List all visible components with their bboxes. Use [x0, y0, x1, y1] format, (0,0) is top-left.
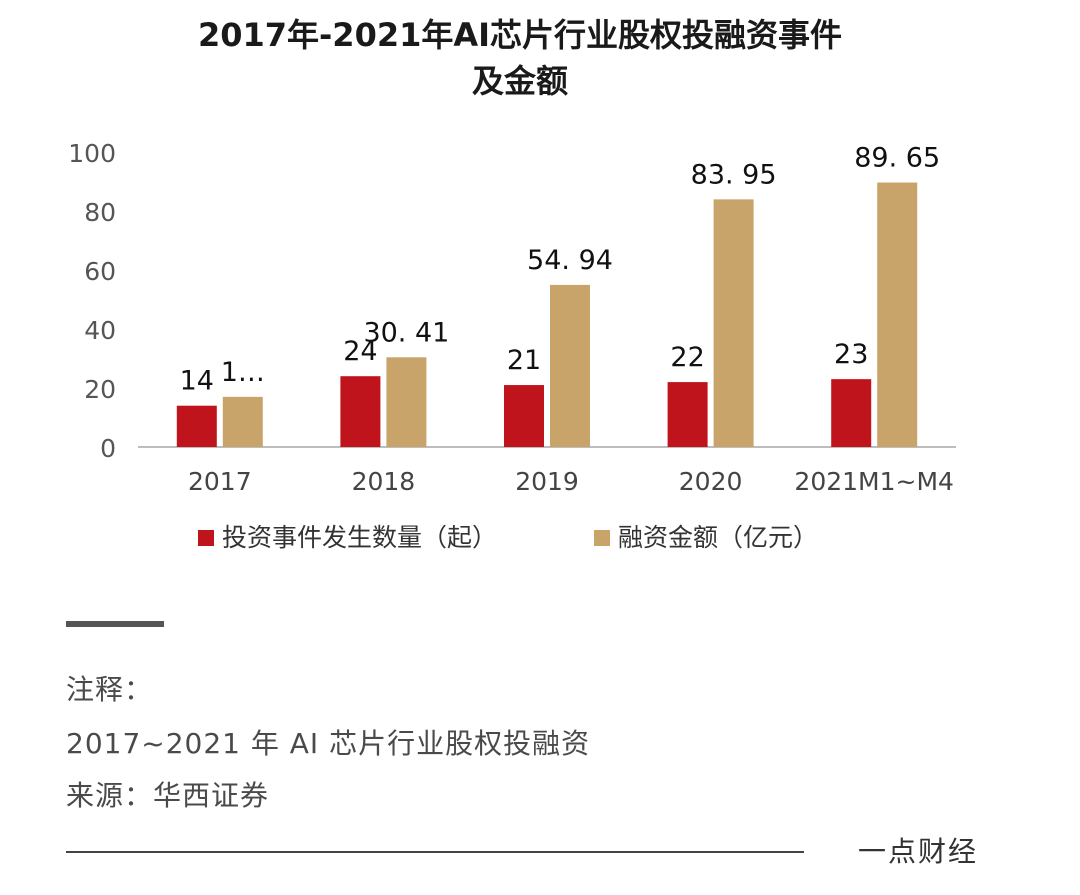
data-label-financing-amount: 1… [221, 357, 265, 388]
chart-title-line-2: 及金额 [471, 62, 568, 100]
x-tick-label: 2018 [352, 467, 416, 496]
y-tick-label: 60 [84, 257, 116, 286]
bar-financing-amount [222, 396, 263, 447]
bar-investment-count [667, 382, 708, 447]
x-tick-label: 2017 [188, 467, 252, 496]
data-label-investment-count: 24 [343, 336, 377, 367]
bar-financing-amount [713, 199, 754, 447]
note-description: 2017~2021 年 AI 芯片行业股权投融资 [66, 727, 591, 760]
y-tick-label: 100 [68, 139, 116, 168]
data-label-financing-amount: 30. 41 [363, 317, 449, 348]
data-label-financing-amount: 54. 94 [527, 245, 613, 276]
x-tick-label: 2020 [679, 467, 743, 496]
bar-financing-amount [386, 357, 427, 447]
x-tick-label: 2019 [515, 467, 579, 496]
data-label-financing-amount: 89. 65 [854, 143, 940, 174]
note-source: 来源：华西证券 [66, 779, 270, 812]
bar-investment-count [176, 405, 217, 447]
footer-divider [66, 851, 804, 853]
bar-investment-count [340, 376, 381, 447]
data-label-investment-count: 21 [507, 345, 541, 376]
data-label-investment-count: 22 [670, 342, 704, 373]
data-label-investment-count: 23 [834, 339, 868, 370]
y-tick-label: 80 [84, 198, 116, 227]
bar-financing-amount [877, 182, 918, 447]
y-tick-label: 40 [84, 316, 116, 345]
legend-label: 融资金额（亿元） [618, 523, 818, 552]
legend-label: 投资事件发生数量（起） [222, 523, 497, 552]
data-label-financing-amount: 83. 95 [691, 159, 777, 190]
bar-investment-count [504, 385, 544, 447]
chart-title: 2017年-2021年AI芯片行业股权投融资事件 及金额 [100, 12, 940, 104]
data-label-investment-count: 14 [180, 366, 214, 397]
legend-swatch [198, 530, 214, 546]
y-tick-label: 0 [100, 434, 116, 463]
legend-swatch [594, 530, 610, 546]
y-tick-label: 20 [84, 375, 116, 404]
brand-logo-text: 一点财经 [858, 835, 979, 868]
chart-title-line-1: 2017年-2021年AI芯片行业股权投融资事件 [197, 16, 843, 54]
bar-investment-count [831, 379, 872, 447]
section-divider [66, 621, 164, 627]
bar-financing-amount [550, 284, 590, 447]
note-heading: 注释： [66, 673, 154, 706]
x-tick-label: 2021M1~M4 [794, 467, 954, 496]
